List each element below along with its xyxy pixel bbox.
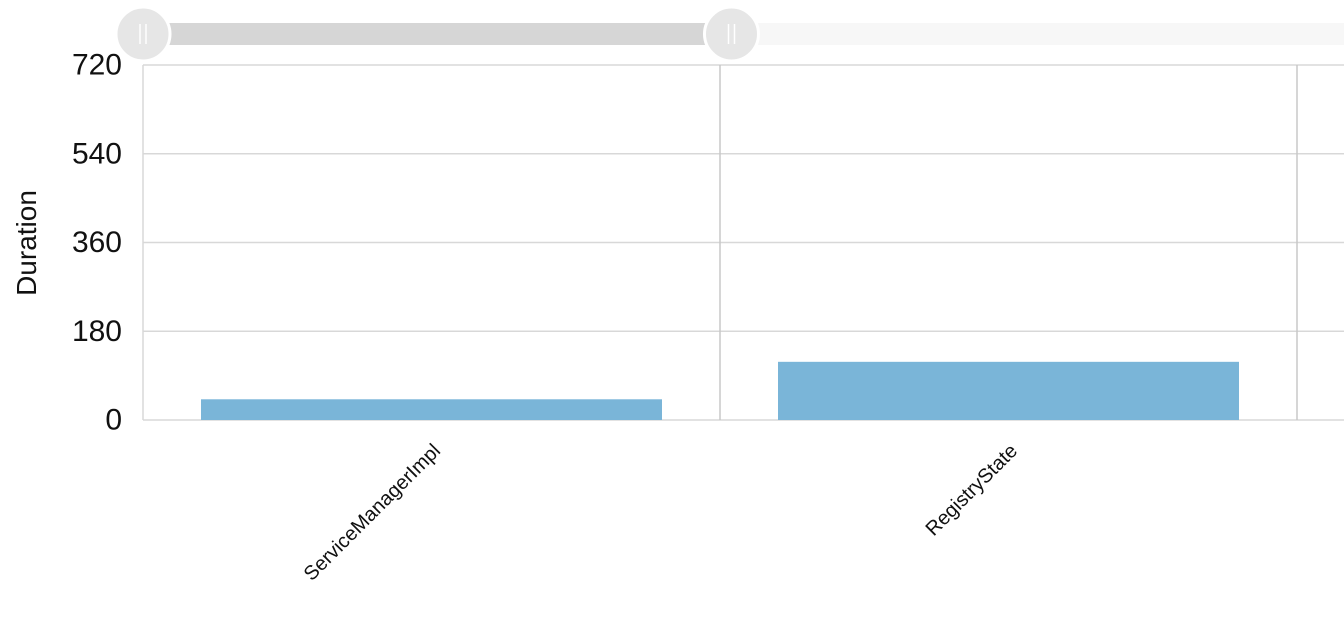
slider-handle-knob[interactable] [114, 5, 172, 63]
slider-handles[interactable] [114, 5, 760, 63]
y-tick-label: 540 [72, 137, 122, 170]
slider-track-selected[interactable] [143, 23, 732, 45]
bar-RegistryState[interactable] [778, 361, 1239, 420]
y-tick-label: 180 [72, 315, 122, 348]
slider-handle-start[interactable] [114, 5, 172, 63]
slider-handle-knob[interactable] [702, 5, 760, 63]
y-axis-ticks: 0 180 360 540 720 [72, 49, 122, 437]
y-axis-title: Duration [11, 190, 42, 296]
y-tick-label: 360 [72, 226, 122, 259]
bar-ServiceManagerImpl[interactable] [201, 399, 662, 420]
grip-lines-icon [727, 24, 736, 44]
x-tick-label: RegistryState [922, 440, 1022, 540]
x-tick-label: ServiceManagerImpl [300, 440, 445, 585]
grip-lines-icon [139, 24, 147, 44]
bars [201, 361, 1239, 420]
slider-handle-end[interactable] [702, 5, 760, 63]
x-axis-labels: ServiceManagerImpl RegistryState [300, 440, 1022, 585]
y-tick-label: 0 [105, 404, 122, 437]
y-tick-label: 720 [72, 49, 122, 82]
